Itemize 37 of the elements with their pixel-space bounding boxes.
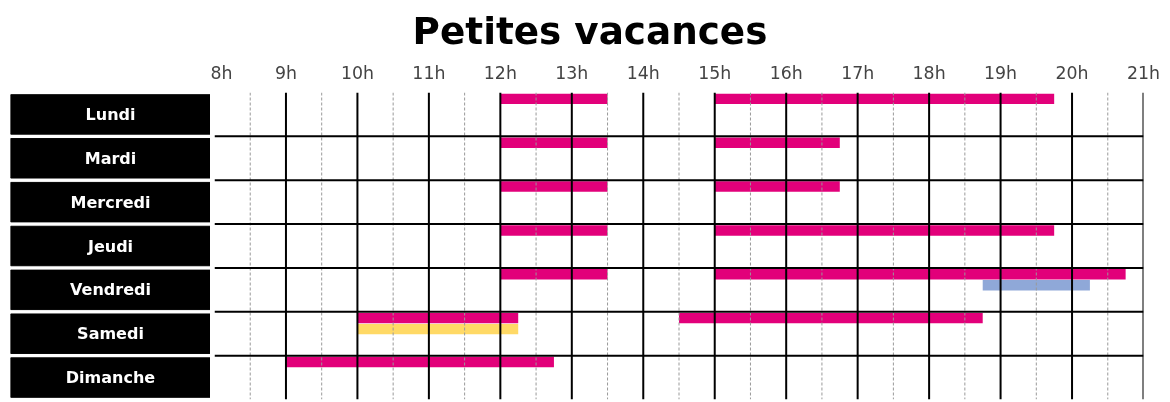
bar bbox=[714, 181, 840, 192]
y-tick-label: Vendredi bbox=[70, 280, 151, 300]
bar bbox=[714, 93, 1055, 105]
bar bbox=[500, 93, 608, 105]
x-tick-label: 19h bbox=[984, 62, 1018, 83]
x-tick-label: 16h bbox=[769, 62, 803, 83]
y-tick-label: Mercredi bbox=[70, 192, 151, 212]
bar bbox=[500, 181, 608, 192]
bar bbox=[500, 225, 608, 236]
bar bbox=[679, 312, 983, 324]
y-tick-label: Mardi bbox=[84, 148, 137, 168]
bar bbox=[714, 269, 1126, 280]
x-tick-label: 8h bbox=[210, 62, 233, 83]
y-tick-label: Dimanche bbox=[65, 368, 156, 388]
bar bbox=[500, 137, 608, 148]
bar bbox=[357, 312, 519, 324]
bar bbox=[982, 280, 1090, 291]
x-tick-label: 15h bbox=[698, 62, 732, 83]
bar bbox=[500, 269, 608, 280]
x-tick-label: 12h bbox=[483, 62, 517, 83]
y-tick-label: Jeudi bbox=[86, 236, 134, 256]
x-tick-label: 17h bbox=[841, 62, 875, 83]
x-tick-label: 21h bbox=[1126, 62, 1161, 83]
bar bbox=[285, 356, 554, 368]
x-tick-label: 11h bbox=[412, 62, 446, 83]
x-tick-label: 20h bbox=[1055, 62, 1089, 83]
x-tick-label: 18h bbox=[912, 62, 946, 83]
y-tick-label: Samedi bbox=[77, 324, 144, 344]
bar bbox=[357, 323, 519, 335]
y-tick-label: Lundi bbox=[85, 104, 136, 124]
x-tick-label: 9h bbox=[274, 62, 297, 83]
x-tick-label: 10h bbox=[340, 62, 374, 83]
x-tick-label: 13h bbox=[555, 62, 589, 83]
bar bbox=[714, 137, 840, 148]
chart-title: Petites vacances bbox=[412, 8, 768, 55]
x-tick-label: 14h bbox=[626, 62, 660, 83]
bar bbox=[714, 225, 1055, 236]
